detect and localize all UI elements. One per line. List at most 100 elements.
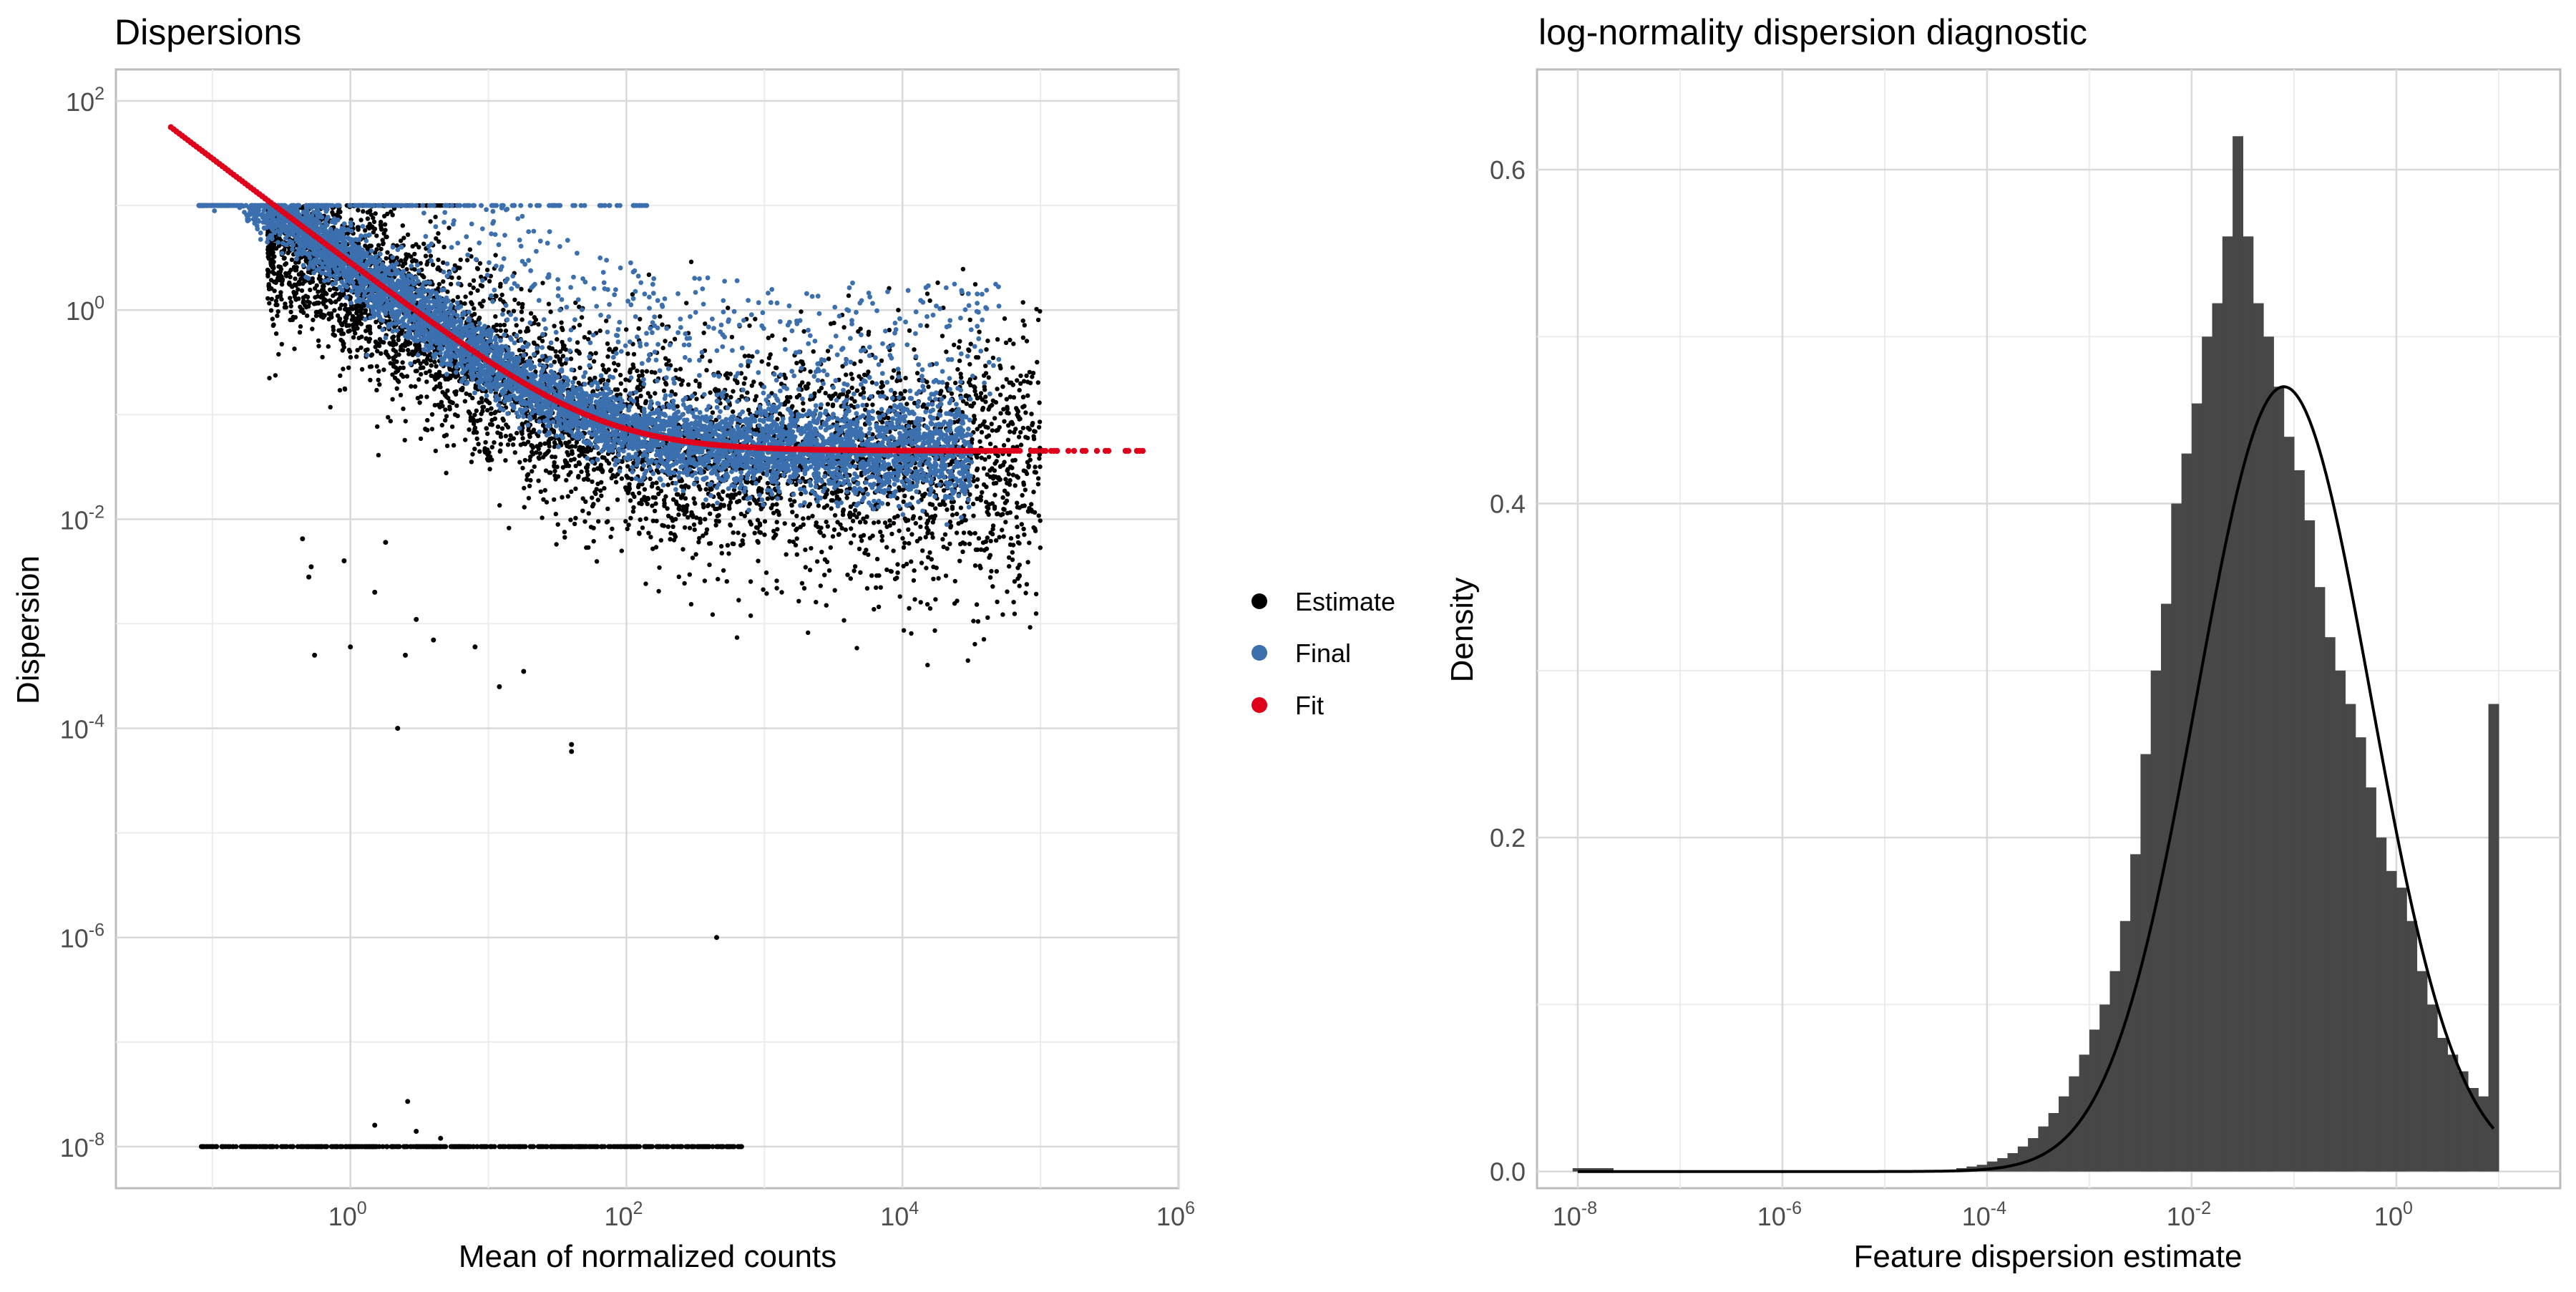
- estimate-point: [716, 513, 721, 518]
- estimate-point: [680, 547, 685, 551]
- estimate-point: [554, 542, 558, 546]
- estimate-point: [467, 427, 471, 432]
- estimate-point: [338, 321, 343, 326]
- estimate-point: [600, 363, 605, 367]
- estimate-point: [429, 253, 433, 258]
- estimate-point: [930, 535, 935, 540]
- estimate-point: [449, 282, 453, 286]
- estimate-point: [829, 397, 833, 401]
- estimate-point: [806, 515, 811, 520]
- estimate-point: [872, 607, 876, 611]
- estimate-point: [637, 530, 641, 535]
- estimate-point: [636, 326, 640, 331]
- estimate-point: [967, 492, 972, 497]
- estimate-point: [918, 525, 922, 529]
- estimate-point: [401, 261, 406, 266]
- estimate-point: [1000, 384, 1005, 389]
- estimate-point: [581, 496, 585, 500]
- estimate-point: [1003, 500, 1008, 505]
- estimate-point: [731, 516, 736, 520]
- estimate-point: [527, 484, 532, 488]
- estimate-point: [742, 533, 746, 537]
- estimate-point: [1015, 505, 1020, 509]
- estimate-point: [937, 502, 942, 507]
- estimate-point: [895, 514, 899, 518]
- estimate-point: [289, 304, 293, 309]
- estimate-point: [648, 535, 653, 539]
- estimate-point: [429, 374, 433, 378]
- estimate-point: [665, 1144, 670, 1149]
- left-chart-title: Dispersions: [114, 12, 301, 52]
- estimate-point: [552, 360, 557, 364]
- estimate-point: [569, 356, 573, 361]
- estimate-point: [653, 509, 657, 513]
- estimate-point: [540, 339, 545, 343]
- estimate-point: [919, 600, 923, 604]
- estimate-point: [1015, 378, 1019, 382]
- estimate-point: [955, 367, 960, 371]
- estimate-point: [289, 300, 293, 304]
- estimate-point: [1023, 323, 1027, 327]
- estimate-point: [424, 371, 428, 375]
- estimate-point: [607, 461, 611, 465]
- estimate-point: [478, 418, 482, 422]
- estimate-point: [832, 528, 836, 532]
- estimate-point: [405, 1099, 410, 1104]
- estimate-point: [540, 281, 545, 285]
- estimate-point: [713, 523, 718, 528]
- estimate-point: [413, 384, 417, 389]
- estimate-point: [316, 339, 321, 343]
- estimate-point: [688, 573, 692, 577]
- estimate-point: [341, 331, 346, 336]
- estimate-point: [1008, 510, 1013, 515]
- estimate-point: [559, 321, 563, 325]
- estimate-point: [643, 487, 647, 492]
- estimate-point: [356, 208, 360, 212]
- estimate-point: [1005, 467, 1010, 471]
- estimate-point: [356, 336, 361, 340]
- estimate-point: [594, 351, 598, 355]
- estimate-point: [1023, 410, 1028, 414]
- estimate-point: [379, 226, 384, 230]
- estimate-point: [783, 521, 787, 525]
- estimate-point: [400, 360, 404, 364]
- estimate-point: [396, 352, 401, 356]
- estimate-point: [704, 368, 708, 372]
- estimate-point: [421, 242, 426, 246]
- estimate-point: [517, 460, 522, 465]
- estimate-point: [631, 505, 635, 510]
- estimate-point: [949, 524, 953, 528]
- estimate-point: [955, 512, 959, 516]
- estimate-point: [429, 358, 433, 362]
- estimate-point: [859, 538, 864, 543]
- estimate-point: [897, 485, 901, 490]
- estimate-point: [1034, 611, 1038, 616]
- estimate-point: [270, 297, 274, 301]
- estimate-point: [438, 1136, 443, 1141]
- estimate-point: [359, 306, 364, 311]
- estimate-point: [880, 538, 884, 543]
- estimate-point: [967, 542, 972, 546]
- estimate-point: [653, 370, 657, 374]
- estimate-point: [858, 326, 862, 331]
- estimate-point: [576, 475, 580, 480]
- estimate-point: [1003, 477, 1008, 481]
- estimate-point: [625, 475, 630, 480]
- estimate-point: [774, 502, 779, 506]
- estimate-point: [371, 225, 375, 230]
- estimate-point: [679, 382, 683, 387]
- estimate-point: [477, 450, 482, 454]
- estimate-point: [558, 349, 562, 354]
- estimate-point: [918, 536, 922, 540]
- estimate-point: [379, 247, 383, 251]
- estimate-point: [814, 600, 818, 604]
- estimate-point: [341, 348, 345, 352]
- estimate-point: [504, 434, 508, 438]
- estimate-point: [437, 370, 441, 374]
- estimate-point: [907, 329, 912, 333]
- estimate-point: [930, 531, 934, 535]
- estimate-point: [1018, 430, 1023, 434]
- estimate-point: [375, 349, 379, 353]
- estimate-point: [926, 555, 930, 559]
- estimate-point: [887, 518, 892, 523]
